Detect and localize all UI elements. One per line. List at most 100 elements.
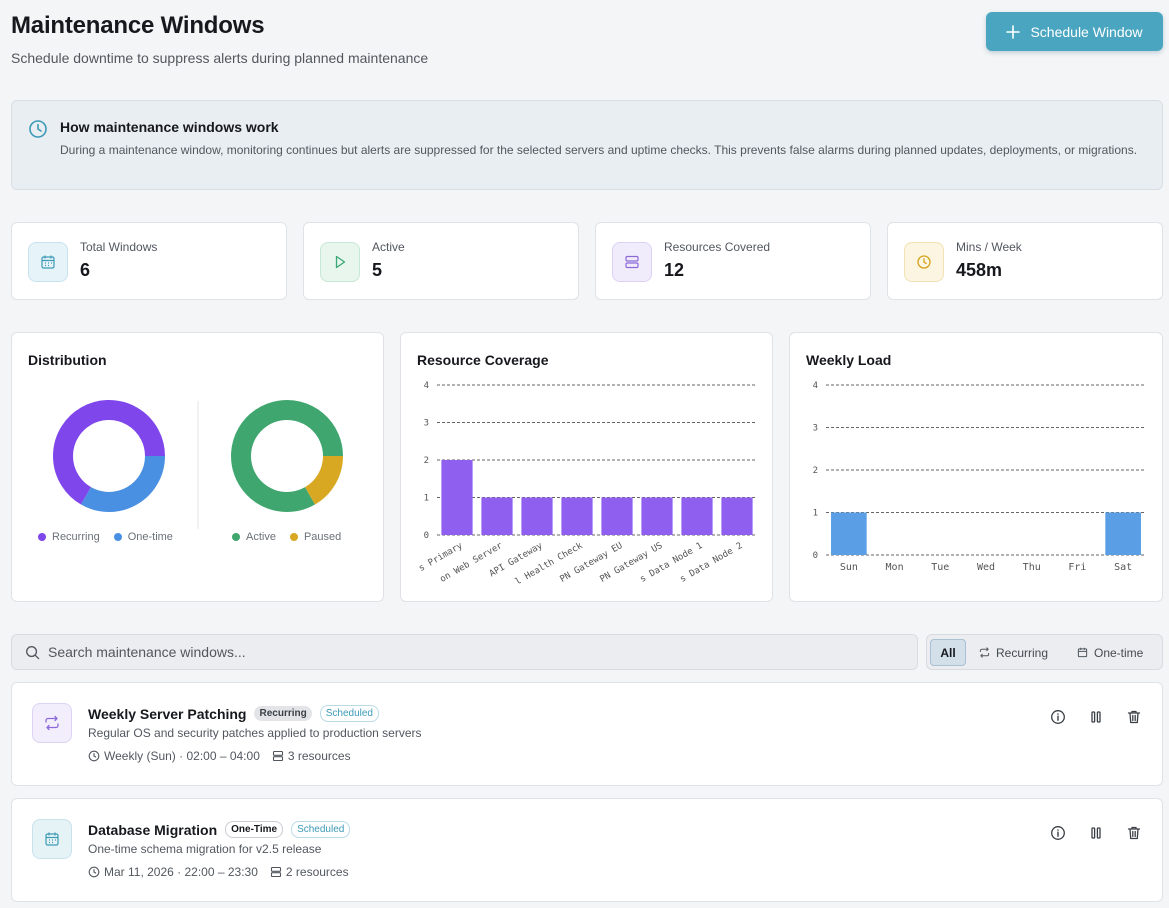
distribution-card: Distribution Recurring One-time Active P… [11,332,384,602]
page-title: Maintenance Windows [11,12,265,39]
stat-label: Resources Covered [664,240,771,254]
type-filter: All Recurring One-time [926,634,1163,670]
legend-swatch [289,533,298,541]
trash-icon[interactable] [1126,709,1142,725]
pause-icon[interactable] [1088,709,1104,725]
window-row[interactable]: Database Migration One-Time Scheduled On… [11,798,1163,902]
pie-slice [304,455,343,505]
weekly-load-card: Weekly Load 0 1 2 3 4 Sun Mon Tue Wed Thu Fri Sat [789,332,1163,602]
pause-icon[interactable] [1088,825,1104,841]
x-tick-label: l Health Check [514,541,585,588]
y-tick-label: 0 [424,531,429,541]
weekly-load-title: Weekly Load [806,352,892,368]
legend-label: One-time [127,531,173,543]
y-tick-label: 2 [813,466,818,476]
pie-slice [231,400,343,512]
schedule-text: Mar 11, 2026 · 22:00 – 23:30 [104,865,258,879]
resources-meta: 3 resources [272,749,351,763]
page-subtitle: Schedule downtime to suppress alerts dur… [11,50,429,66]
y-tick-label: 0 [813,551,818,561]
bar [1105,512,1141,555]
y-tick-label: 2 [424,456,429,466]
search-input[interactable] [48,635,908,669]
window-meta: Mar 11, 2026 · 22:00 – 23:30 2 resources [88,865,349,879]
y-tick-label: 3 [813,424,818,434]
calendar-icon [1077,647,1088,658]
stat-value: 6 [80,260,91,280]
x-tick-label: Sat [1114,562,1132,573]
stat-label: Active [372,240,405,254]
calendar-icon [28,242,68,282]
y-tick-label: 3 [424,419,429,429]
filter-one-time-button[interactable]: One-time [1077,639,1143,666]
page-header: Maintenance Windows Schedule downtime to… [11,12,428,66]
legend-item: Recurring [38,531,100,543]
window-description: Regular OS and security patches applied … [88,726,422,740]
window-row[interactable]: Weekly Server Patching Recurring Schedul… [11,682,1163,786]
type-legend: Recurring One-time [38,531,173,543]
schedule-meta: Weekly (Sun) · 02:00 – 04:00 [88,749,260,763]
pie-slice [53,400,165,505]
info-banner: How maintenance windows work During a ma… [11,100,1163,190]
bar [601,497,633,535]
stat-label: Total Windows [80,240,158,254]
stat-card-mins-week: Mins / Week 458m [887,222,1163,300]
filter-one-time-label: One-time [1094,645,1144,660]
search-bar[interactable] [11,634,918,670]
plus-icon [1006,24,1021,39]
window-name: Database Migration [88,821,218,838]
schedule-meta: Mar 11, 2026 · 22:00 – 23:30 [88,865,258,879]
status-legend: Active Paused [232,531,341,543]
bar [721,497,753,535]
clock-icon [88,750,100,762]
info-icon[interactable] [1050,825,1066,841]
legend-label: Active [246,531,276,543]
row-actions [1050,825,1142,841]
weekly-load-chart: 0 1 2 3 4 Sun Mon Tue Wed Thu Fri Sat [813,381,1146,573]
y-tick-label: 1 [813,509,818,519]
filter-all-button[interactable]: All [930,639,966,666]
row-actions [1050,709,1142,725]
stat-value: 12 [664,260,685,280]
legend-item: Active [232,531,276,543]
y-tick-label: 1 [424,494,429,504]
filter-all-label: All [940,645,956,660]
window-title: Weekly Server Patching Recurring Schedul… [88,705,379,722]
window-meta: Weekly (Sun) · 02:00 – 04:00 3 resources [88,749,351,763]
server-icon [612,242,652,282]
legend-label: Recurring [52,531,100,543]
legend-swatch [38,533,46,541]
bar [441,460,473,535]
clock-icon [904,242,944,282]
bar [641,497,673,535]
info-icon[interactable] [1050,709,1066,725]
window-description: One-time schema migration for v2.5 relea… [88,842,322,856]
schedule-text: Weekly (Sun) · 02:00 – 04:00 [104,749,260,763]
legend-label: Paused [303,531,342,543]
clock-icon [88,866,100,878]
status-badge: Scheduled [319,705,379,722]
legend-swatch [113,533,122,541]
play-icon [320,242,360,282]
x-tick-label: Thu [1023,562,1041,573]
calendar-icon [32,819,72,859]
y-tick-label: 4 [813,381,818,391]
trash-icon[interactable] [1126,825,1142,841]
repeat-icon [979,647,990,658]
schedule-window-button[interactable]: Schedule Window [986,12,1163,51]
server-icon [272,750,283,762]
bar [521,497,553,535]
search-icon [26,646,40,660]
stat-value: 5 [372,260,383,280]
bar [831,512,867,555]
server-icon [270,866,281,878]
y-tick-label: 4 [424,381,429,391]
schedule-window-label: Schedule Window [1030,23,1143,40]
pie-slice [81,455,165,512]
filter-recurring-button[interactable]: Recurring [979,639,1048,666]
info-title: How maintenance windows work [60,119,279,135]
distribution-title: Distribution [28,352,107,368]
legend-item: One-time [113,531,173,543]
clock-icon [29,120,47,138]
